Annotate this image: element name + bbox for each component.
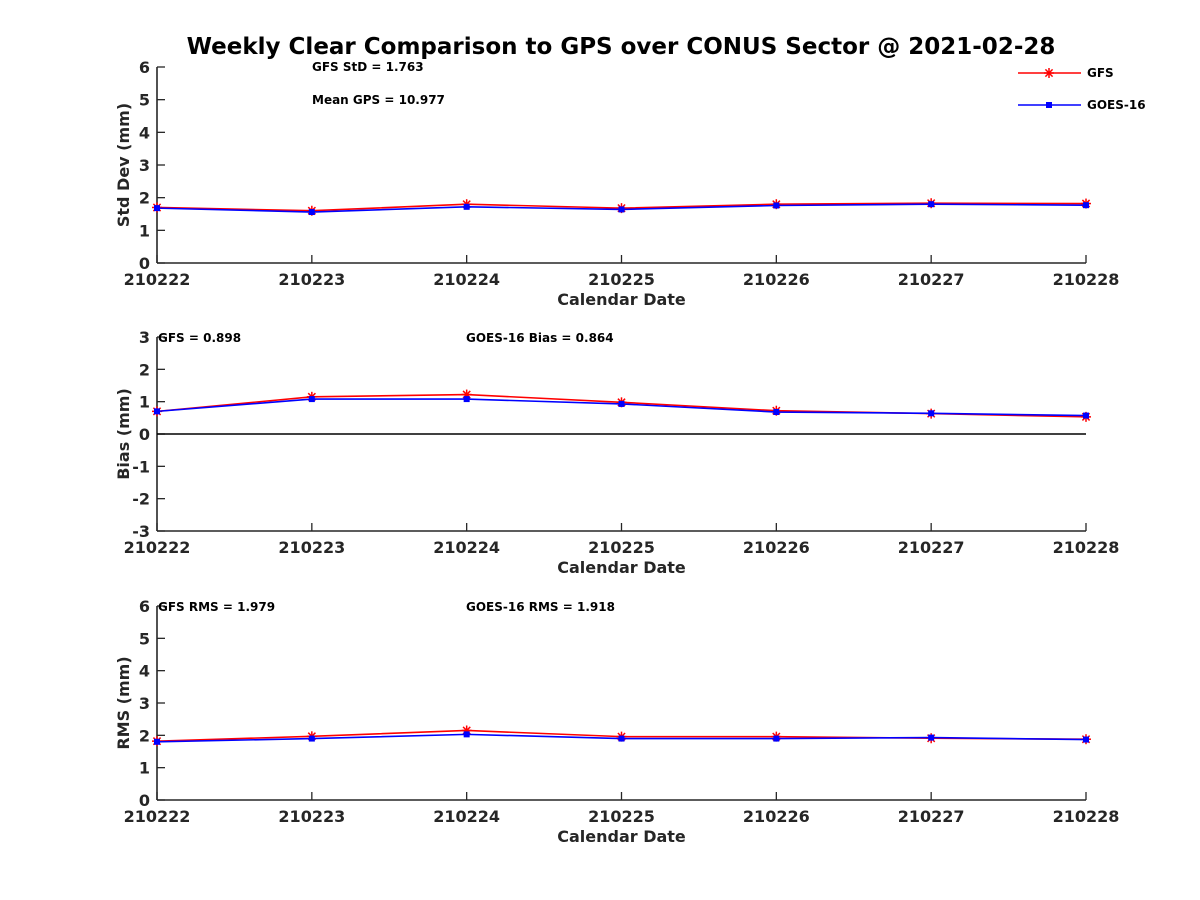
data-point-goes-16 — [308, 209, 315, 216]
data-point-goes-16 — [773, 735, 780, 742]
data-point-goes-16 — [773, 202, 780, 209]
y-tick-label: -3 — [132, 522, 150, 541]
x-axis-label: Calendar Date — [557, 558, 686, 577]
series-goes-16 — [154, 201, 1089, 216]
y-tick-label: 0 — [139, 791, 150, 810]
data-point-goes-16 — [928, 410, 935, 417]
annotation: GFS = 0.898 — [158, 331, 241, 345]
legend-marker-asterisk — [1044, 68, 1054, 78]
subplot-1: 0 1 2 3 4 5 6 210222 210223 210224 210225 210226 210… — [114, 58, 1119, 309]
data-point-goes-16 — [928, 734, 935, 741]
x-tick-label: 210227 — [898, 270, 965, 289]
figure-title: Weekly Clear Comparison to GPS over CONU… — [187, 34, 1056, 60]
subplot-3: 0 1 2 3 4 5 6 210222 210223 210224 210225 210226 210… — [114, 597, 1119, 846]
y-tick-label: 6 — [139, 597, 150, 616]
x-tick-label: 210226 — [743, 270, 810, 289]
annotation: GOES-16 Bias = 0.864 — [466, 331, 614, 345]
annotation: GFS RMS = 1.979 — [158, 600, 275, 614]
x-tick-label: 210226 — [743, 538, 810, 557]
legend-marker-square — [1046, 102, 1052, 108]
legend-label: GOES-16 — [1087, 98, 1146, 112]
data-point-goes-16 — [154, 738, 160, 745]
data-point-goes-16 — [773, 409, 780, 416]
x-tick-label: 210223 — [278, 807, 345, 826]
data-point-goes-16 — [463, 203, 470, 210]
legend-item-gfs: GFS — [1018, 66, 1114, 80]
y-tick-label: 2 — [139, 726, 150, 745]
x-tick-label: 210227 — [898, 807, 965, 826]
data-point-goes-16 — [1083, 202, 1089, 209]
y-axis-label: Std Dev (mm) — [114, 103, 133, 227]
legend-item-goes-16: GOES-16 — [1018, 98, 1146, 112]
data-point-goes-16 — [463, 396, 470, 403]
y-tick-label: -2 — [132, 490, 150, 509]
data-point-goes-16 — [618, 206, 625, 213]
data-point-goes-16 — [154, 408, 160, 415]
y-tick-label: 4 — [139, 662, 150, 681]
y-tick-label: 2 — [139, 189, 150, 208]
x-tick-label: 210222 — [124, 270, 191, 289]
x-tick-label: 210224 — [433, 807, 500, 826]
y-tick-label: 3 — [139, 694, 150, 713]
y-tick-label: 6 — [139, 58, 150, 77]
x-axis-label: Calendar Date — [557, 290, 686, 309]
x-tick-label: 210224 — [433, 538, 500, 557]
y-tick-label: -1 — [132, 457, 150, 476]
x-tick-label: 210225 — [588, 538, 655, 557]
data-point-goes-16 — [1083, 412, 1089, 419]
x-tick-label: 210223 — [278, 270, 345, 289]
y-tick-label: 3 — [139, 328, 150, 347]
x-tick-label: 210228 — [1053, 538, 1120, 557]
data-point-goes-16 — [618, 735, 625, 742]
y-tick-label: 3 — [139, 156, 150, 175]
y-tick-label: 0 — [139, 425, 150, 444]
subplot-2: -3 -2 -1 0 1 2 3 210222 210223 210224 210225 210226… — [114, 328, 1119, 577]
data-point-goes-16 — [463, 731, 470, 738]
x-tick-label: 210228 — [1053, 270, 1120, 289]
x-tick-label: 210224 — [433, 270, 500, 289]
data-point-goes-16 — [1083, 736, 1089, 743]
series-goes-16 — [154, 396, 1089, 419]
y-tick-label: 0 — [139, 254, 150, 273]
data-point-goes-16 — [618, 400, 625, 407]
y-tick-label: 5 — [139, 629, 150, 648]
y-tick-label: 1 — [139, 393, 150, 412]
y-tick-label: 1 — [139, 759, 150, 778]
y-tick-label: 1 — [139, 221, 150, 240]
annotation: GOES-16 RMS = 1.918 — [466, 600, 615, 614]
x-tick-label: 210225 — [588, 807, 655, 826]
x-tick-label: 210226 — [743, 807, 810, 826]
y-tick-label: 5 — [139, 91, 150, 110]
y-tick-label: 2 — [139, 360, 150, 379]
annotation: GFS StD = 1.763 — [312, 60, 424, 74]
x-tick-label: 210227 — [898, 538, 965, 557]
x-tick-label: 210225 — [588, 270, 655, 289]
x-axis-label: Calendar Date — [557, 827, 686, 846]
y-axis-label: RMS (mm) — [114, 656, 133, 749]
data-point-goes-16 — [308, 735, 315, 742]
legend: GFS GOES-16 — [1018, 66, 1146, 112]
y-axis-label: Bias (mm) — [114, 388, 133, 480]
data-point-goes-16 — [308, 396, 315, 403]
x-tick-label: 210222 — [124, 538, 191, 557]
x-tick-label: 210223 — [278, 538, 345, 557]
legend-label: GFS — [1087, 66, 1114, 80]
data-point-goes-16 — [928, 201, 935, 208]
y-tick-label: 4 — [139, 123, 150, 142]
series-goes-16 — [154, 731, 1089, 745]
x-tick-label: 210222 — [124, 807, 191, 826]
x-tick-label: 210228 — [1053, 807, 1120, 826]
annotation: Mean GPS = 10.977 — [312, 93, 445, 107]
data-point-goes-16 — [154, 205, 160, 212]
